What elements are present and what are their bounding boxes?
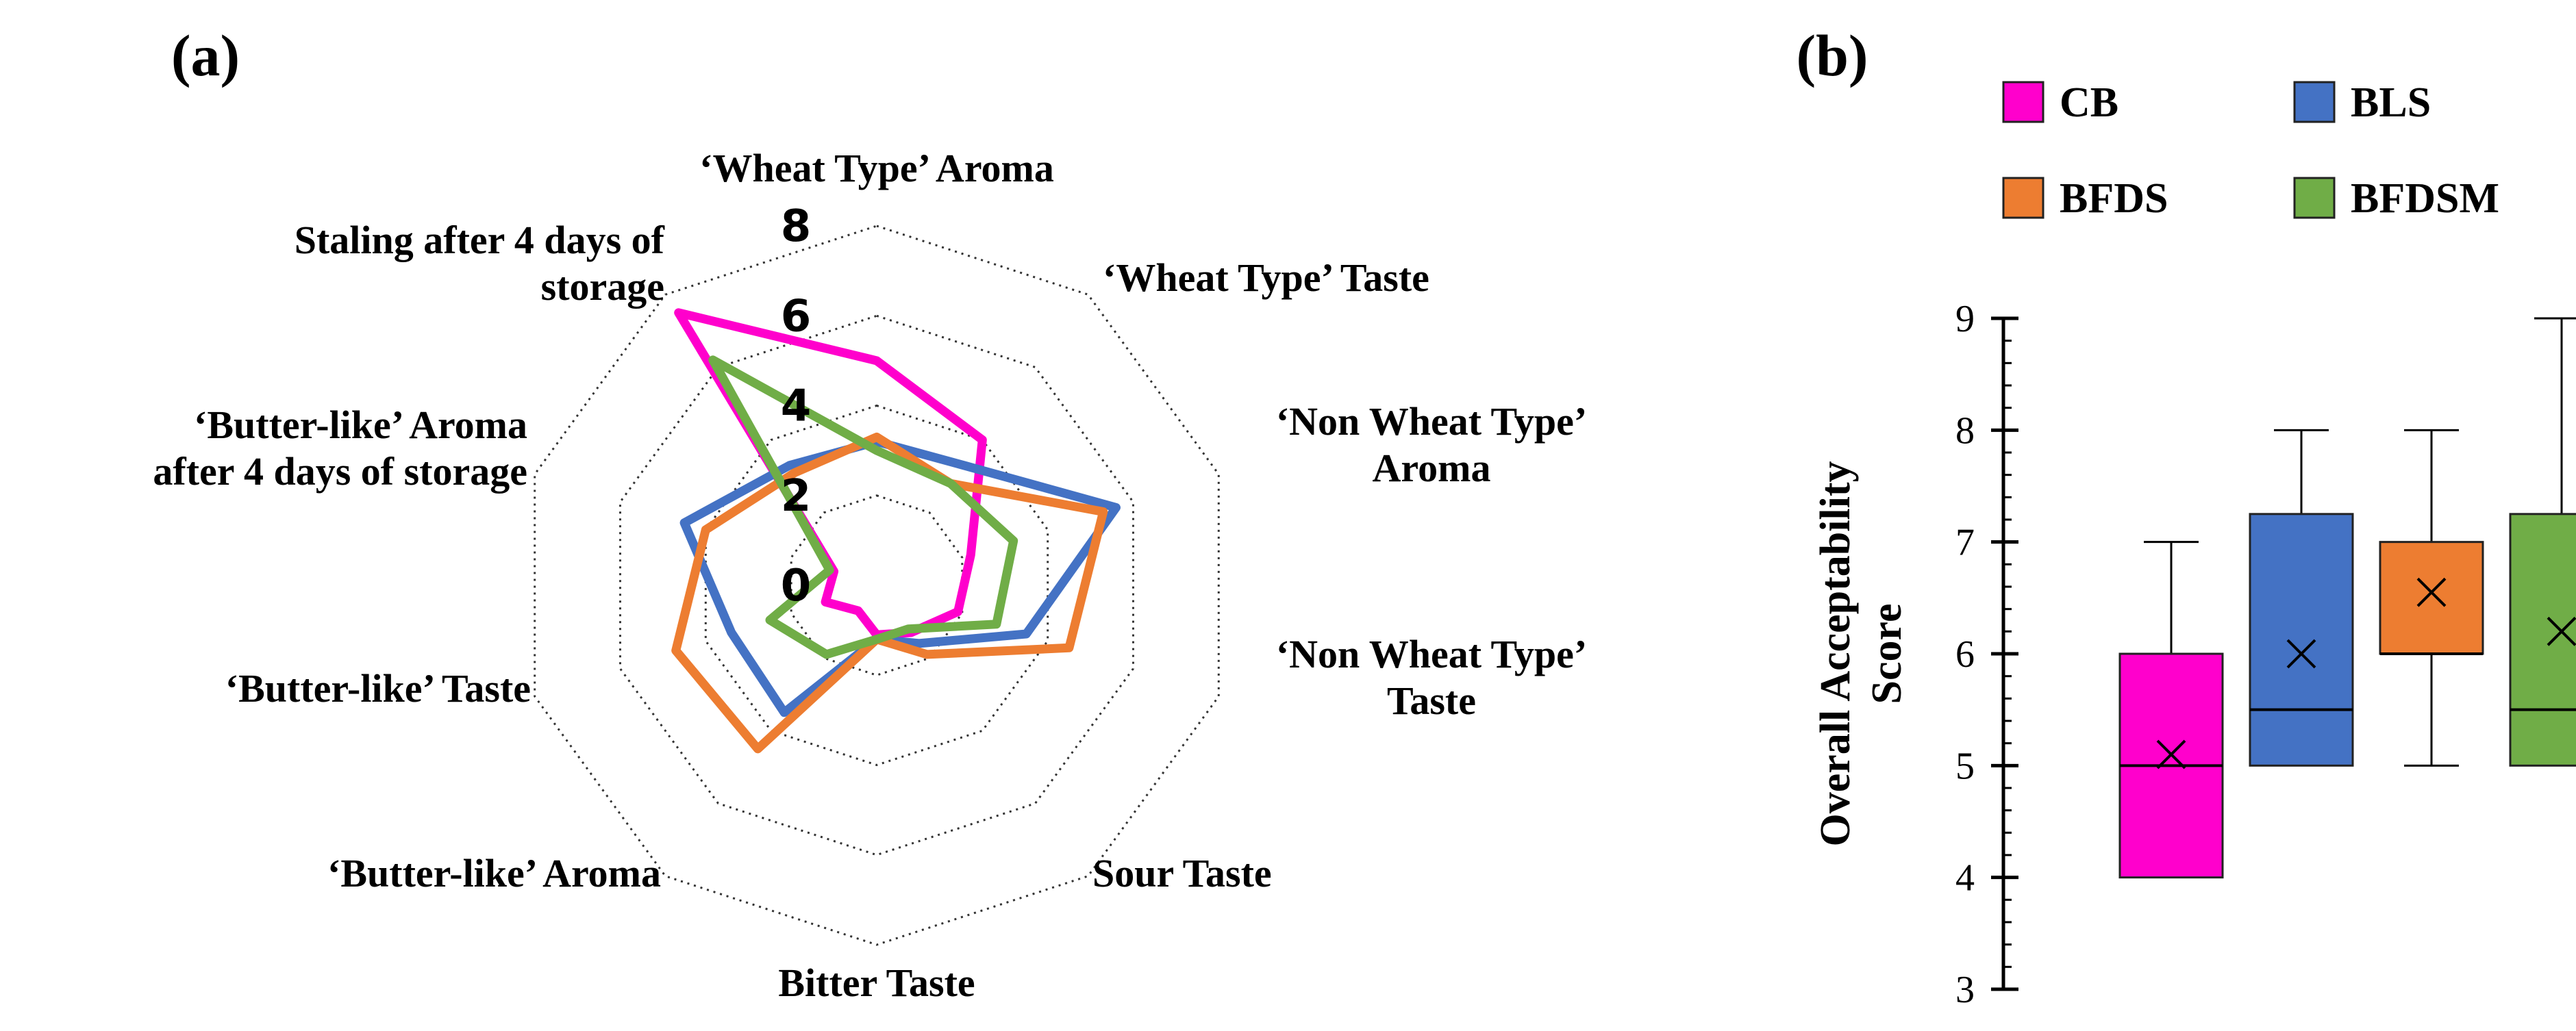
radar-axis-label: Sour Taste	[1092, 851, 1272, 895]
radar-tick-label: 2	[781, 471, 812, 522]
radar-tick-label: 4	[781, 381, 812, 432]
radar-axis-label: ‘Butter-like’ Aroma	[327, 851, 661, 895]
box-y-tick-label: 4	[1955, 857, 1975, 900]
legend-swatch-cb	[2002, 81, 2044, 123]
radar-axis-label: ‘Wheat Type’ Taste	[1103, 255, 1429, 300]
box-bls	[2249, 513, 2354, 767]
radar-axis-label: ‘Non Wheat Type’ Taste	[1276, 632, 1587, 723]
legend-label-bfdsm: BFDSM	[2351, 175, 2499, 222]
box-bfds	[2379, 541, 2484, 655]
radar-axis-label: ‘Non Wheat Type’ Aroma	[1276, 399, 1587, 490]
radar-chart: 0 2 4 6 8 ‘Wheat Type’ Aroma ‘Wheat Type’ Tast…	[153, 146, 1587, 1005]
radar-axis-label: ‘Butter-like’ Aroma after 4 days of stora…	[153, 403, 527, 494]
box-y-tick-label: 9	[1955, 298, 1975, 340]
radar-axis-label: Staling after 4 days of storage	[295, 218, 665, 309]
radar-tick-label: 0	[781, 561, 812, 611]
panel-a-label: (a)	[171, 23, 240, 88]
radar-grid-ring-4	[534, 225, 1220, 946]
box-mean-marker-bfdsm	[2547, 616, 2576, 646]
legend-swatch-bfdsm	[2293, 177, 2336, 219]
legend-label-bls: BLS	[2351, 79, 2431, 126]
box-y-tick-label: 5	[1955, 745, 1975, 787]
legend-swatch-bls	[2293, 81, 2336, 123]
radar-tick-label: 8	[781, 201, 812, 252]
radar-series-bfdsm	[708, 355, 1018, 659]
box-y-axis-label: Overall Acceptability Score	[1812, 461, 1910, 846]
box-y-tick-label: 8	[1955, 409, 1975, 452]
radar-grid-ring-2	[704, 404, 1049, 767]
radar-axis-label: ‘Wheat Type’ Aroma	[699, 146, 1054, 190]
radar-series-bls	[679, 437, 1121, 717]
box-mean-marker-bls	[2286, 639, 2316, 669]
box-bfdsm	[2509, 513, 2576, 767]
box-y-tick-label: 3	[1955, 969, 1975, 1011]
box-y-tick-label: 7	[1955, 522, 1975, 564]
box-legend: CB BLS BFDS BFDSM	[2002, 79, 2499, 222]
legend-label-cb: CB	[2060, 79, 2118, 126]
box-y-tick-label: 6	[1955, 633, 1975, 676]
box-mean-marker-bfds	[2416, 577, 2447, 607]
box-plot: 3 4 5 6 7 8 9 Overall Acceptability Score	[1812, 298, 2576, 1011]
legend-label-bfds: BFDS	[2060, 175, 2168, 222]
radar-axis-label: Bitter Taste	[778, 960, 975, 1005]
radar-axis-label: ‘Butter-like’ Taste	[225, 666, 531, 711]
radar-tick-label: 6	[781, 291, 812, 342]
legend-swatch-bfds	[2002, 177, 2044, 219]
panel-b-label: (b)	[1796, 23, 1868, 88]
box-mean-marker-cb	[2156, 739, 2186, 769]
